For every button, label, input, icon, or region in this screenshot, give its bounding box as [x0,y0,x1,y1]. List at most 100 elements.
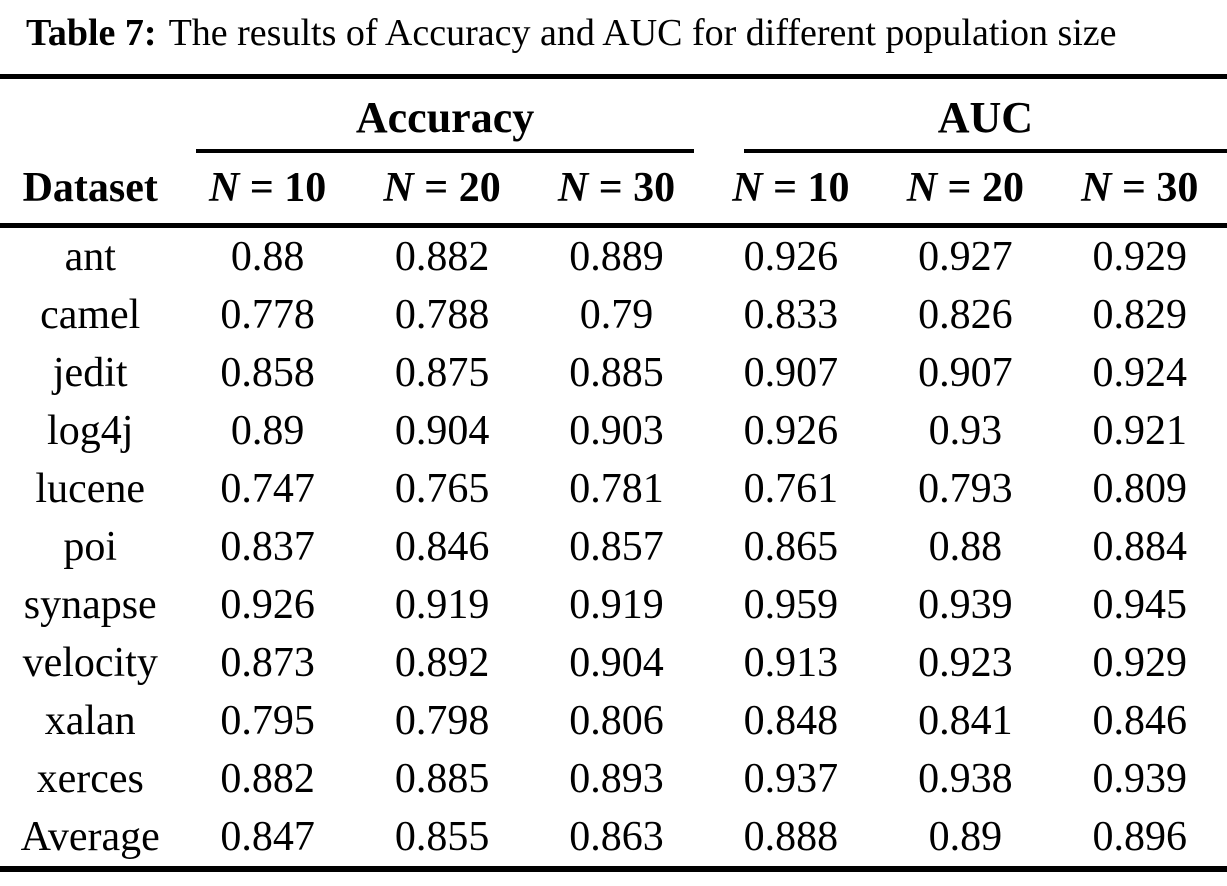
value-cell-acc-n10: 0.88 [230,233,305,280]
n-value: = 10 [239,164,327,211]
dataset-cell: poi [63,523,118,570]
value-cell-auc-n20: 0.927 [918,233,1013,280]
value-cell-auc-n20: 0.793 [918,465,1013,512]
value-cell-auc-n30: 0.921 [1092,407,1188,454]
table-row: ant 0.88 0.882 0.889 0.926 0.927 0.929 [0,225,1227,286]
column-header-acc-n30: N = 30 [529,152,704,228]
value-cell-auc-n10: 0.926 [743,233,839,280]
table-row: xalan 0.795 0.798 0.806 0.848 0.841 0.84… [0,692,1227,750]
value-cell-acc-n20: 0.919 [394,581,490,628]
n-variable: N [1081,164,1112,211]
group-header-accuracy: Accuracy [180,76,703,153]
value-cell-auc-n30: 0.924 [1092,349,1188,396]
n-variable: N [732,164,763,211]
value-cell-auc-n20: 0.93 [928,407,1003,454]
value-cell-acc-n10: 0.778 [220,291,315,338]
table-row: poi 0.837 0.846 0.857 0.865 0.88 0.884 [0,518,1227,576]
value-cell-acc-n10: 0.837 [220,523,315,570]
value-cell-acc-n30: 0.806 [569,697,664,744]
value-cell-acc-n20: 0.885 [394,755,490,802]
value-cell-auc-n10: 0.937 [743,755,839,802]
dataset-cell: velocity [22,639,158,686]
value-cell-acc-n30: 0.863 [569,813,664,860]
value-cell-acc-n30: 0.903 [569,407,664,454]
value-cell-auc-n20: 0.841 [918,697,1013,744]
value-cell-auc-n20: 0.826 [918,291,1013,338]
value-cell-acc-n30: 0.919 [569,581,664,628]
group-label-auc: AUC [743,92,1227,153]
table-row: lucene 0.747 0.765 0.781 0.761 0.793 0.8… [0,460,1227,518]
value-cell-auc-n10: 0.888 [743,813,839,860]
group-header-row: Accuracy AUC [0,76,1227,153]
n-value: = 20 [937,164,1024,211]
value-cell-acc-n20: 0.875 [394,349,490,396]
value-cell-auc-n10: 0.848 [743,697,839,744]
n-variable: N [906,164,938,211]
n-variable: N [557,164,589,211]
column-header-acc-n10: N = 10 [180,152,355,228]
value-cell-acc-n10: 0.858 [220,349,315,396]
n-value: = 30 [588,164,676,211]
group-header-blank [0,76,180,153]
value-cell-auc-n30: 0.829 [1092,291,1188,338]
dataset-cell: xalan [44,697,136,744]
dataset-cell: camel [40,291,141,338]
table-head: Accuracy AUC Dataset N = 10 N = 20 N = 3… [0,76,1227,228]
group-header-auc: AUC [704,76,1227,153]
table-caption: Table 7: The results of Accuracy and AUC … [0,0,1227,58]
value-cell-acc-n20: 0.882 [394,233,490,280]
value-cell-auc-n30: 0.939 [1092,755,1188,802]
value-cell-auc-n20: 0.88 [928,523,1003,570]
value-cell-auc-n10: 0.865 [743,523,839,570]
value-cell-acc-n30: 0.781 [569,465,664,512]
n-variable: N [209,164,240,211]
n-value: = 20 [413,164,501,211]
value-cell-auc-n30: 0.945 [1092,581,1188,628]
value-cell-auc-n10: 0.926 [743,407,839,454]
column-header-auc-n10: N = 10 [703,152,879,228]
table-row: xerces 0.882 0.885 0.893 0.937 0.938 0.9… [0,750,1227,808]
value-cell-auc-n30: 0.929 [1092,639,1188,686]
value-cell-auc-n30: 0.884 [1092,523,1188,570]
column-header-auc-n20: N = 20 [878,152,1053,228]
table-row: Average 0.847 0.855 0.863 0.888 0.89 0.8… [0,808,1227,869]
value-cell-auc-n10: 0.833 [743,291,839,338]
n-value: = 30 [1111,164,1199,211]
table-row: velocity 0.873 0.892 0.904 0.913 0.923 0… [0,634,1227,692]
value-cell-auc-n30: 0.809 [1092,465,1188,512]
value-cell-auc-n10: 0.913 [743,639,839,686]
value-cell-acc-n10: 0.89 [230,407,305,454]
value-cell-acc-n20: 0.788 [394,291,490,338]
value-cell-acc-n20: 0.855 [394,813,490,860]
value-cell-auc-n10: 0.959 [743,581,839,628]
column-header-auc-n30: N = 30 [1052,152,1227,228]
value-cell-auc-n20: 0.923 [918,639,1013,686]
table-row: log4j 0.89 0.904 0.903 0.926 0.93 0.921 [0,402,1227,460]
dataset-cell: synapse [23,581,157,628]
table-row: synapse 0.926 0.919 0.919 0.959 0.939 0.… [0,576,1227,634]
value-cell-acc-n20: 0.798 [394,697,490,744]
dataset-cell: log4j [47,407,134,454]
table-caption-label: Table 7: [26,12,157,54]
value-cell-auc-n20: 0.939 [918,581,1013,628]
results-table: Accuracy AUC Dataset N = 10 N = 20 N = 3… [0,73,1227,872]
value-cell-auc-n20: 0.907 [918,349,1013,396]
dataset-cell: ant [64,233,116,280]
value-cell-acc-n20: 0.765 [394,465,490,512]
value-cell-acc-n20: 0.904 [394,407,490,454]
value-cell-acc-n10: 0.926 [220,581,315,628]
dataset-cell: lucene [35,465,146,512]
value-cell-auc-n10: 0.907 [743,349,839,396]
value-cell-acc-n10: 0.847 [220,813,315,860]
n-value: = 10 [762,164,850,211]
table-row: jedit 0.858 0.875 0.885 0.907 0.907 0.92… [0,344,1227,402]
value-cell-acc-n10: 0.747 [220,465,315,512]
column-header-dataset: Dataset [0,152,181,228]
dataset-cell: jedit [52,349,128,396]
value-cell-auc-n30: 0.846 [1092,697,1188,744]
table-caption-text: The results of Accuracy and AUC for diff… [168,12,1117,54]
value-cell-acc-n10: 0.873 [220,639,315,686]
value-cell-acc-n30: 0.857 [569,523,664,570]
group-label-accuracy: Accuracy [196,92,694,153]
